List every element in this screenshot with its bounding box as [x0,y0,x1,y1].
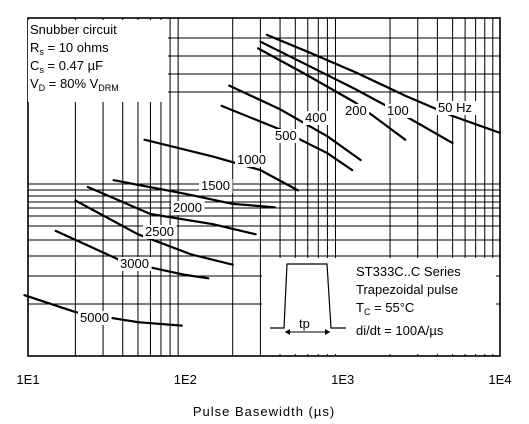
conditions-legend: Snubber circuit Rs = 10 ohms Cs = 0.47 µ… [28,20,168,102]
x-tick-labels: 1E1 1E2 1E3 1E4 [16,372,511,387]
curve-1500 [112,179,276,209]
curve-label-background [118,257,152,271]
curve-label: 1500 [201,178,230,193]
conditions-background [28,20,168,102]
curve-label: 2500 [145,224,174,239]
curve-200 [257,47,407,141]
curve-label: 2000 [173,200,202,215]
curve-label-background [199,179,233,193]
curve-100 [259,40,454,145]
vd-label: VD = 80% VDRM [30,76,119,93]
device-info-box: tp ST333C..C Series Trapezoidal pulse TC… [262,258,496,354]
curve-label: 50 Hz [438,100,472,115]
x-tick-label: 1E4 [488,372,511,387]
curve-2000 [86,185,257,236]
curve-label-background [343,104,370,118]
curve-label-background [273,129,300,143]
tp-label: tp [299,316,310,331]
curve-label-background [171,201,205,215]
device-info-background [262,258,496,354]
plot-frame [27,17,501,357]
x-axis-label: Pulse Basewidth (µs) [193,404,335,419]
trapezoid-pulse-icon [270,263,346,329]
curve-500 [220,104,354,172]
curve-50-hz [265,33,502,134]
case-temp-label: TC = 55°C [356,300,414,317]
curve-label: 1000 [237,152,266,167]
curve-label: 100 [387,103,409,118]
curve-label: 3000 [120,256,149,271]
curve-label: 500 [275,128,297,143]
tp-arrow-right-icon [325,329,330,335]
snubber-circuit-label: Snubber circuit [30,22,117,37]
tp-arrow-left-icon [285,329,290,335]
curve-2500 [74,199,234,266]
curve-label-background [436,101,477,115]
pulse-type-label: Trapezoidal pulse [356,282,458,297]
curve-label-background [303,111,330,125]
curve-label: 5000 [80,310,109,325]
cs-label: Cs = 0.47 µF [30,58,103,75]
x-tick-label: 1E3 [331,372,354,387]
curve-3000 [54,229,210,280]
curve-label: 400 [305,110,327,125]
curve-labels: 50 Hz 100 200 400 500 1000 1500 2000 2500 3000 500… [78,100,477,325]
curve-label-background [78,311,112,325]
curve-label-background [143,225,177,239]
rs-label: Rs = 10 ohms [30,40,109,57]
x-tick-label: 1E1 [16,372,39,387]
curve-label-background [385,104,412,118]
didt-label: di/dt = 100A/µs [356,323,444,338]
curve-label-background [235,153,269,167]
curve-label: 200 [345,103,367,118]
series-name-label: ST333C..C Series [356,264,461,279]
x-tick-label: 1E2 [174,372,197,387]
